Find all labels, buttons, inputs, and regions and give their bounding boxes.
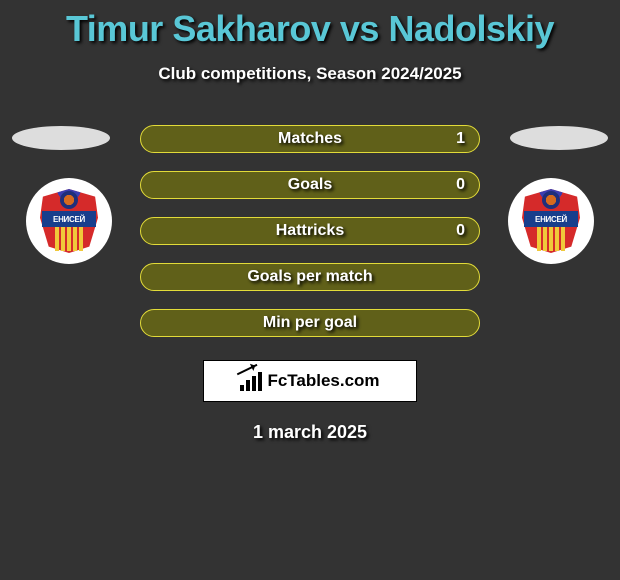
stat-row: Hattricks 0 [0, 208, 620, 254]
brand-text: FcTables.com [267, 371, 379, 391]
stat-label: Goals [141, 176, 479, 194]
comparison-subtitle: Club competitions, Season 2024/2025 [0, 64, 620, 84]
stat-row: Goals per match [0, 254, 620, 300]
stat-right-value: 0 [456, 176, 465, 194]
stat-pill: Hattricks 0 [140, 217, 480, 245]
stat-label: Hattricks [141, 222, 479, 240]
stat-right-value: 0 [456, 222, 465, 240]
stat-row: Goals 0 [0, 162, 620, 208]
comparison-date: 1 march 2025 [0, 422, 620, 443]
stat-pill: Goals per match [140, 263, 480, 291]
stat-pill: Goals 0 [140, 171, 480, 199]
stat-pill: Min per goal [140, 309, 480, 337]
stats-block: Matches 1 Goals 0 Hattricks 0 Goals per … [0, 116, 620, 346]
stat-label: Min per goal [141, 314, 479, 332]
comparison-title: Timur Sakharov vs Nadolskiy [0, 0, 620, 50]
stat-row: Matches 1 [0, 116, 620, 162]
stat-label: Goals per match [141, 268, 479, 286]
brand-badge[interactable]: FcTables.com [203, 360, 417, 402]
stat-right-value: 1 [456, 130, 465, 148]
stat-label: Matches [141, 130, 479, 148]
stat-pill: Matches 1 [140, 125, 480, 153]
bar-chart-up-icon [240, 371, 262, 391]
stat-row: Min per goal [0, 300, 620, 346]
